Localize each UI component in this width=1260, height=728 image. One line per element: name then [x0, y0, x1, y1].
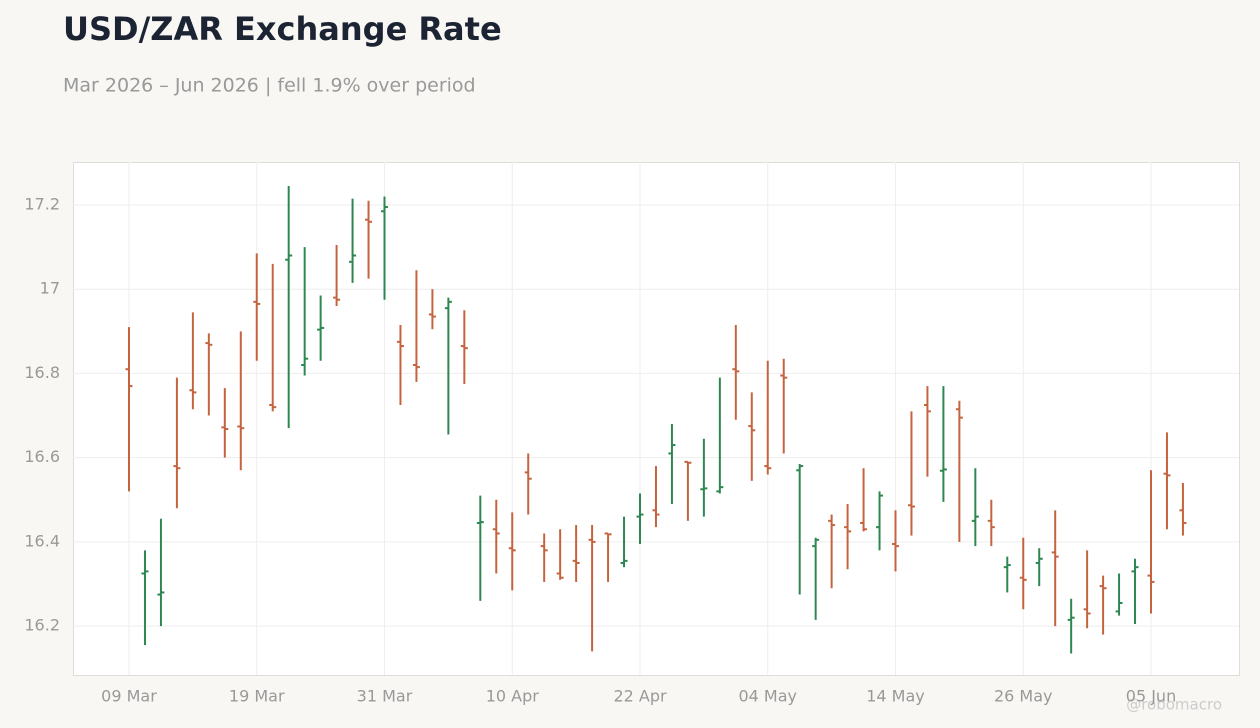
- y-tick-label: 16.4: [24, 531, 60, 550]
- y-tick-label: 17: [40, 279, 60, 298]
- x-tick-label: 26 May: [994, 687, 1053, 706]
- y-tick-label: 17.2: [24, 194, 60, 213]
- x-tick-label: 31 Mar: [357, 687, 413, 706]
- plot-area: [73, 162, 1240, 676]
- y-tick-label: 16.6: [24, 447, 60, 466]
- y-tick-label: 16.8: [24, 363, 60, 382]
- x-tick-label: 22 Apr: [613, 687, 667, 706]
- x-tick-label: 05 Jun: [1126, 687, 1176, 706]
- x-tick-label: 10 Apr: [486, 687, 540, 706]
- x-tick-label: 14 May: [866, 687, 925, 706]
- x-tick-label: 09 Mar: [101, 687, 157, 706]
- x-tick-label: 19 Mar: [229, 687, 285, 706]
- x-tick-label: 04 May: [738, 687, 797, 706]
- y-tick-label: 16.2: [24, 616, 60, 635]
- chart-subtitle: Mar 2026 – Jun 2026 | fell 1.9% over per…: [63, 75, 476, 97]
- watermark: @robomacro: [1126, 696, 1222, 714]
- chart-title: USD/ZAR Exchange Rate: [63, 10, 502, 48]
